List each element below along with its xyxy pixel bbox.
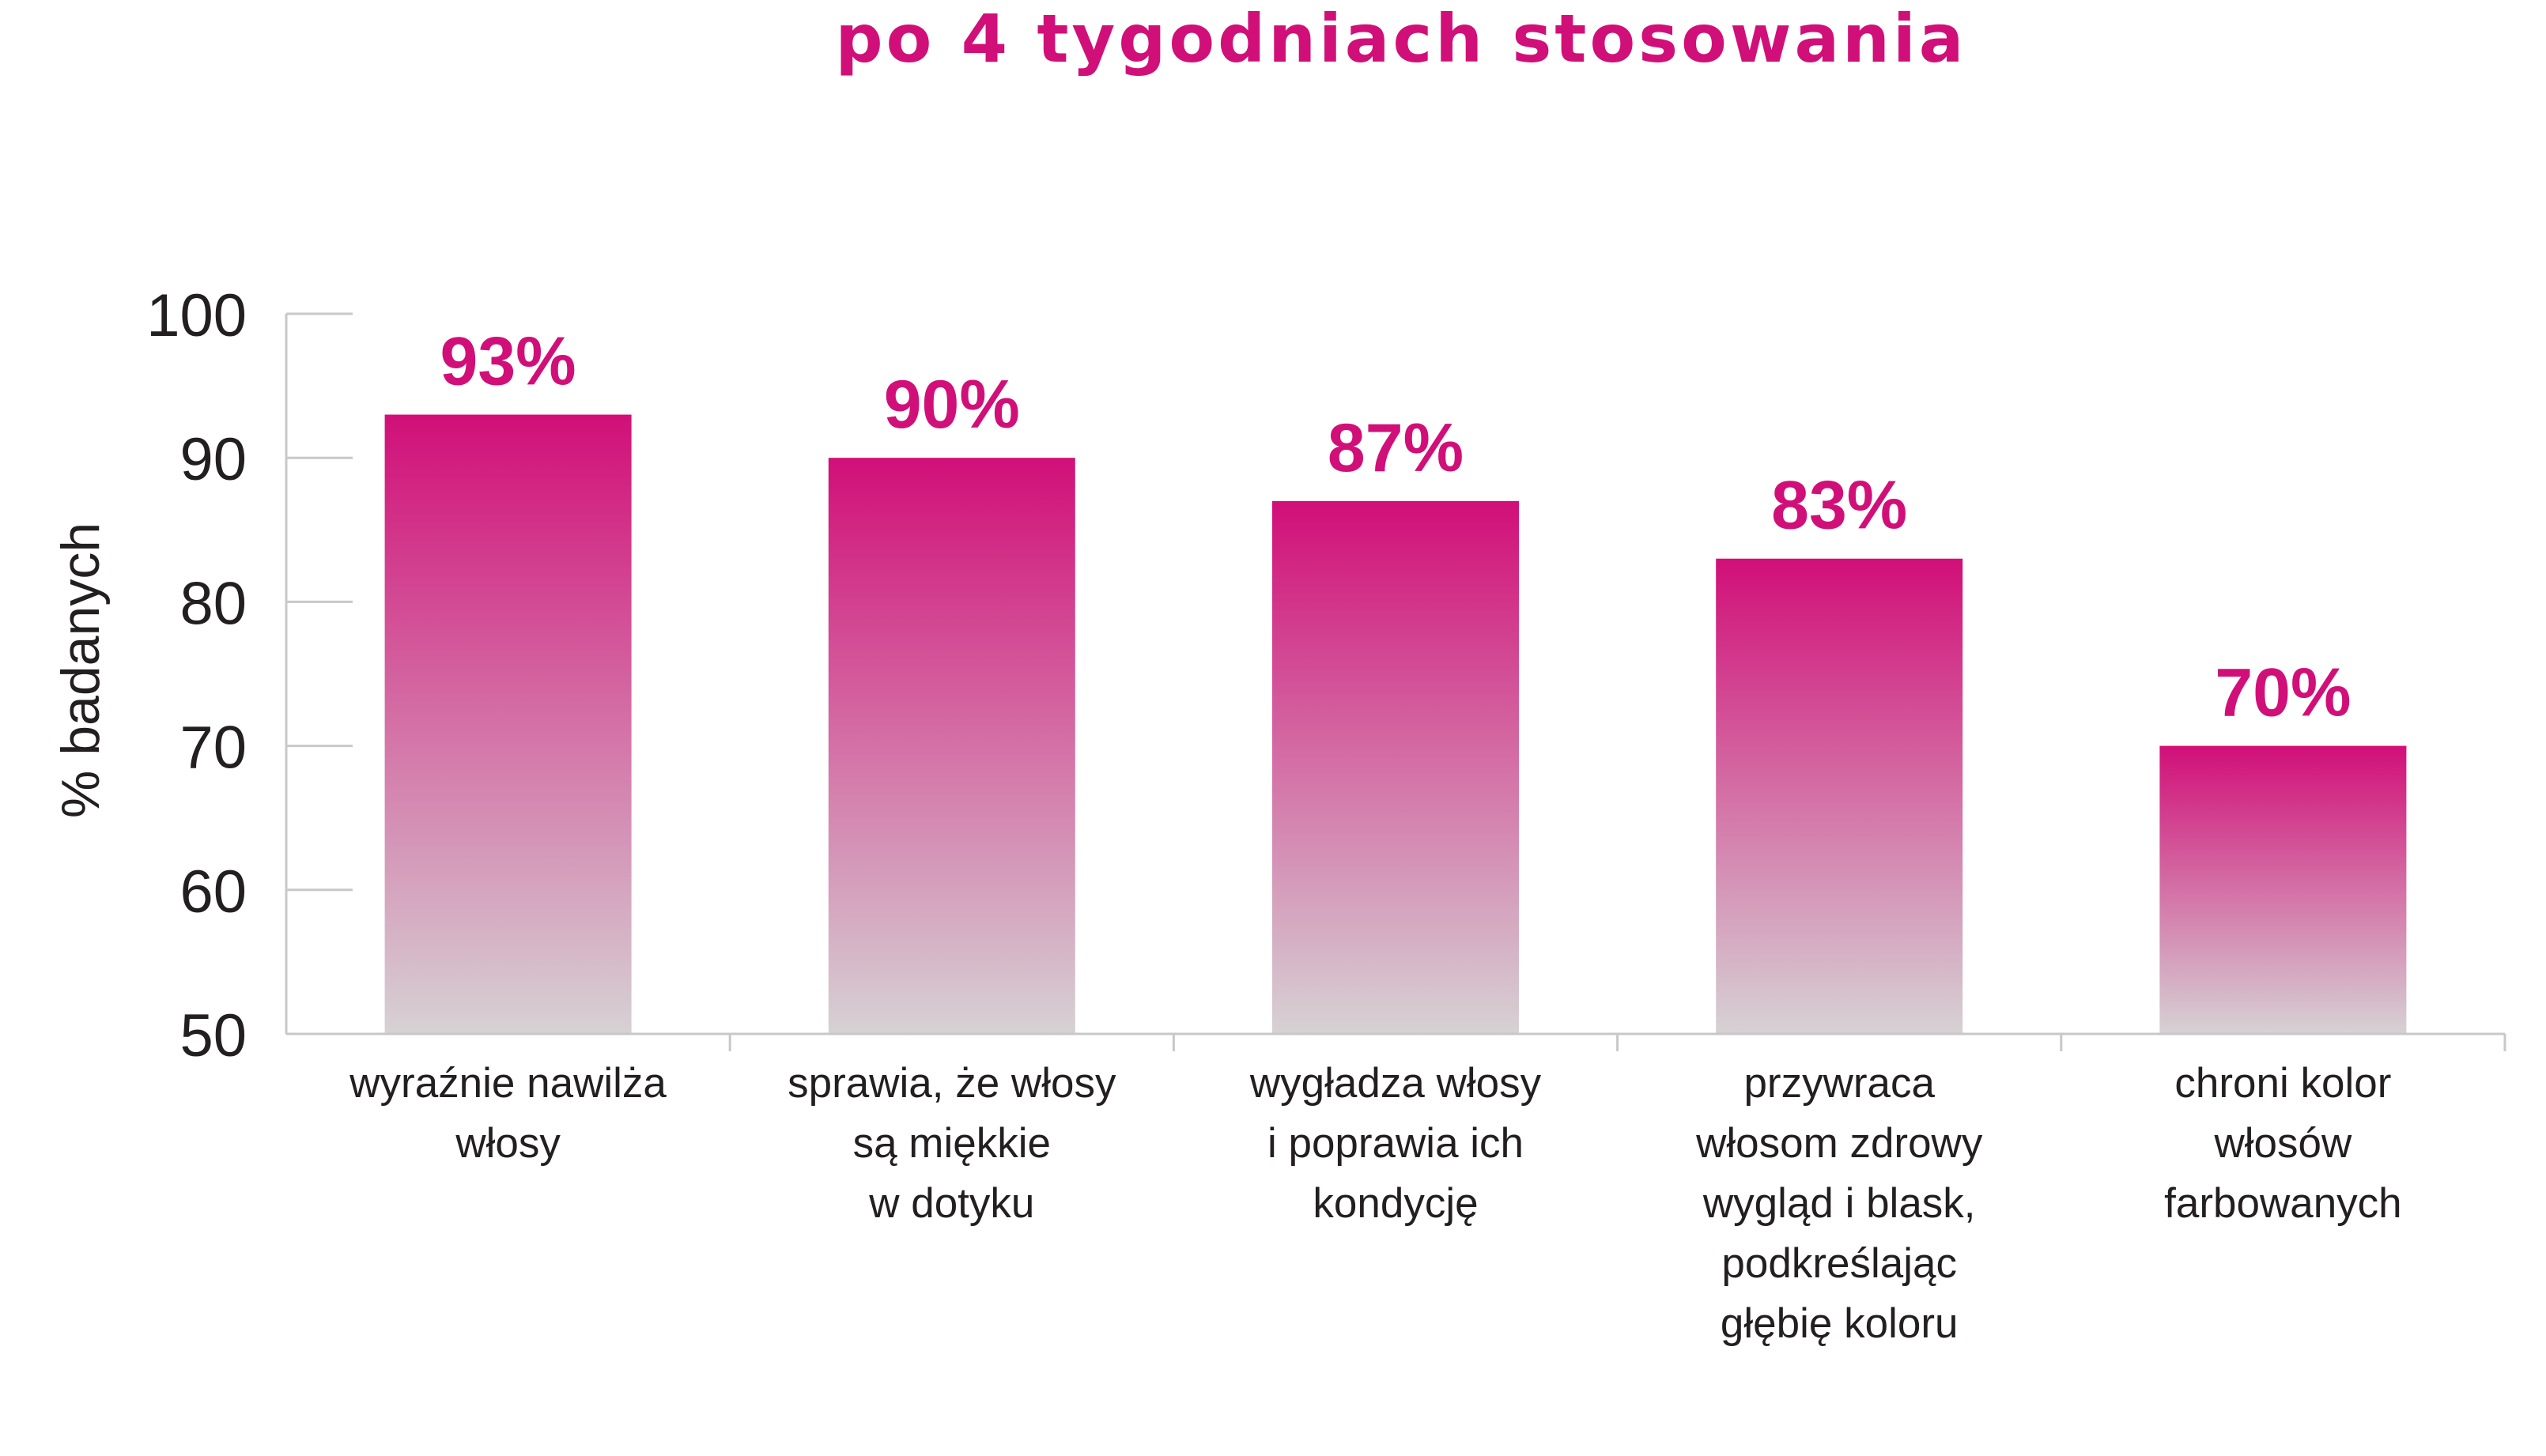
bar-value-label: 83% [1771, 468, 1907, 544]
chart-title: po 4 tygodniach stosowania [836, 0, 1967, 77]
x-category-label-line: farbowanych [2164, 1180, 2402, 1227]
x-category-label-line: wygładza włosy [1249, 1060, 1542, 1107]
bar-value-label: 90% [884, 367, 1020, 443]
x-category-label: sprawia, że włosy są miękkie w dotyku [788, 1060, 1116, 1227]
x-category-label-line: sprawia, że włosy [788, 1060, 1116, 1107]
y-tick-label: 100 [146, 282, 247, 349]
x-category-label-line: wygląd i blask, [1702, 1180, 1976, 1227]
x-category-label-line: są miękkie [853, 1120, 1051, 1167]
y-tick-label: 60 [179, 858, 247, 926]
x-category-label-line: i poprawia ich [1267, 1120, 1524, 1167]
x-category-label-line: w dotyku [868, 1180, 1034, 1227]
x-category-label-line: włosy [455, 1120, 561, 1167]
x-category-label-line: podkreślając [1721, 1240, 1957, 1287]
bar [828, 458, 1075, 1034]
bar-value-label: 87% [1328, 410, 1464, 486]
x-category-label-line: głębię koloru [1721, 1300, 1959, 1347]
bar [2159, 745, 2407, 1034]
bar-value-label: 93% [440, 324, 576, 400]
y-tick-label: 90 [179, 426, 247, 493]
x-category-label: wygładza włosy i poprawia ich kondycję [1249, 1060, 1542, 1227]
bar [384, 414, 632, 1034]
x-category-label: chroni kolor włosów farbowanych [2164, 1060, 2402, 1227]
x-category-label: przywraca włosom zdrowy wygląd i blask, pod… [1695, 1060, 1983, 1347]
y-axis-label: % badanych [51, 522, 111, 818]
x-category-label-line: przywraca [1743, 1060, 1935, 1107]
x-category-label-line: włosom zdrowy [1695, 1120, 1983, 1167]
x-axis: wyraźnie nawilża włosy sprawia, że włosy są… [286, 1032, 2506, 1347]
y-axis: 50 60 70 80 90 100 [146, 282, 353, 1069]
y-tick-label: 70 [179, 715, 247, 782]
x-category-label-line: wyraźnie nawilża [349, 1060, 667, 1107]
x-category-label-line: kondycję [1313, 1180, 1478, 1227]
y-tick-label: 80 [179, 570, 247, 637]
x-category-label-line: włosów [2214, 1120, 2353, 1167]
bar [1716, 558, 1963, 1034]
bar [1272, 500, 1519, 1034]
x-category-label-line: chroni kolor [2174, 1060, 2391, 1107]
y-tick-label: 50 [179, 1002, 247, 1069]
bar-value-label: 70% [2215, 655, 2351, 731]
x-category-label: wyraźnie nawilża włosy [349, 1060, 667, 1167]
bars: 93% 90% 87% 83% 70% [384, 324, 2407, 1034]
